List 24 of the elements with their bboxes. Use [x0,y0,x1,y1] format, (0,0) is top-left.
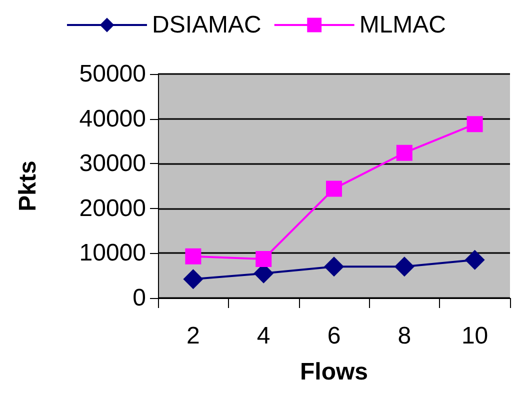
point [466,116,483,132]
x-axis-title: Flows [300,358,368,386]
x-tick-label: 2 [186,322,200,350]
point [396,144,412,161]
point [185,248,202,264]
y-tick-label: 30000 [79,150,146,178]
x-tick-label: 4 [256,322,270,350]
x-tick-label: 6 [327,322,341,350]
y-tick-label: 20000 [79,194,146,222]
y-axis-title: Pkts [14,160,42,212]
y-tick-label: 40000 [79,105,146,132]
legend-label: MLMAC [359,12,446,38]
y-tick-label: 0 [132,284,146,312]
point [256,251,272,268]
x-tick-label: 8 [398,322,412,350]
y-tick-label: 10000 [79,240,146,267]
point [464,250,485,270]
x-tick-label: 10 [461,322,488,350]
y-tick-label: 50000 [79,60,146,88]
point [183,269,204,290]
point [394,256,414,277]
point [326,180,342,197]
legend-label: DSIAMAC [152,12,262,38]
point [324,256,344,277]
